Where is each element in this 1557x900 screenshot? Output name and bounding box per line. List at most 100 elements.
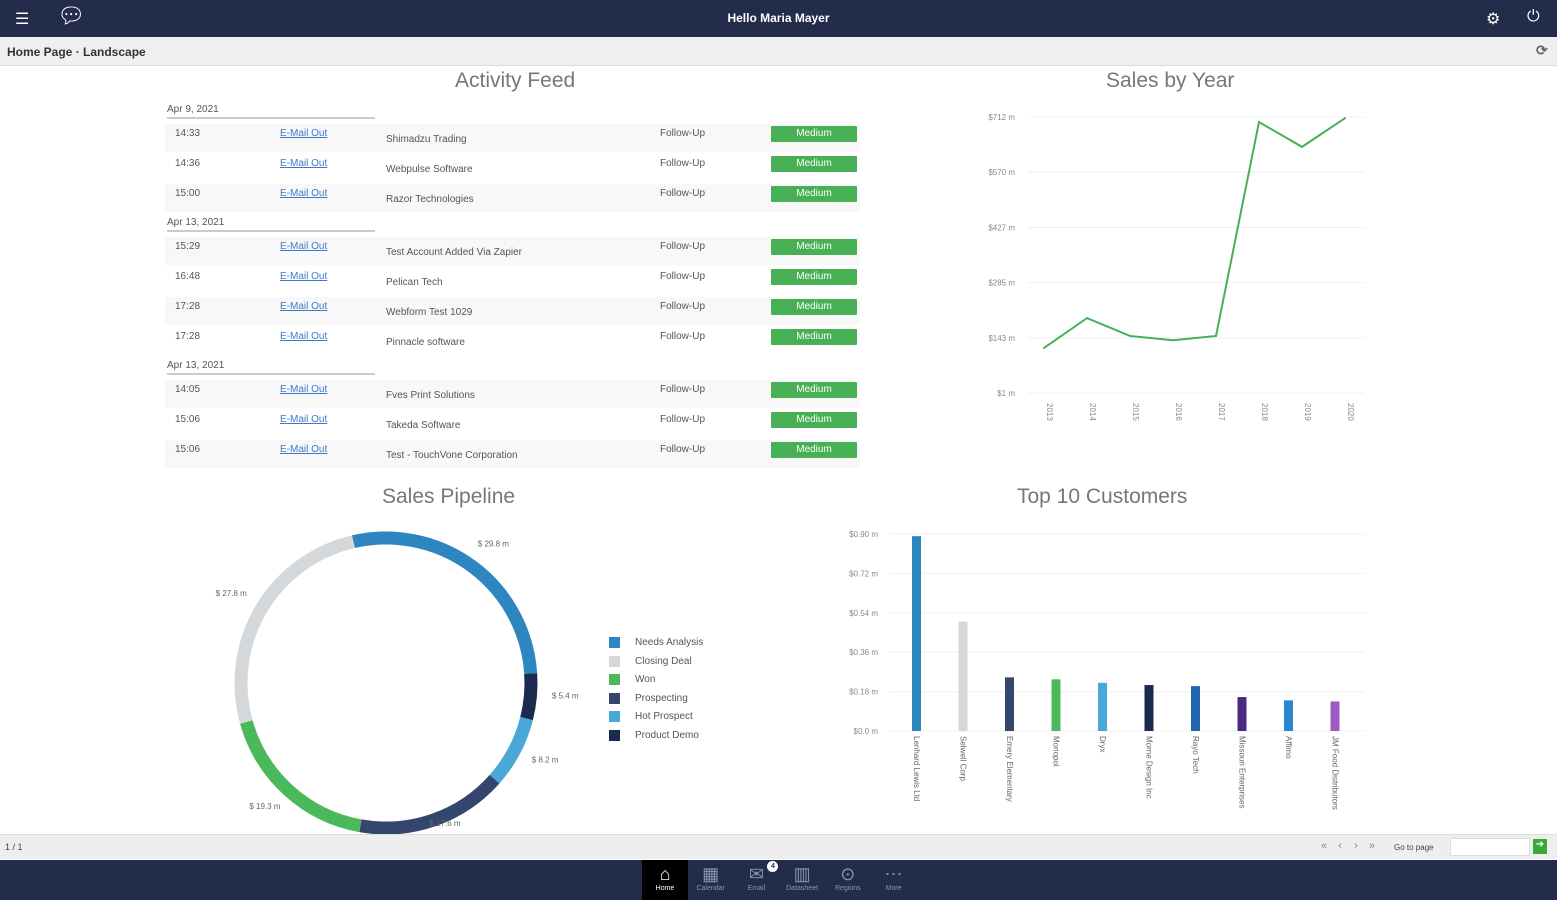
data-point	[1258, 121, 1260, 124]
nav-label: Email	[747, 885, 766, 892]
feed-time: 14:05	[175, 384, 201, 395]
legend-swatch	[609, 730, 620, 741]
x-tick-label: 2017	[1217, 403, 1226, 421]
feed-company: Webform Test 1029	[386, 307, 473, 318]
priority-badge: Medium	[771, 239, 857, 255]
feed-row[interactable]: 17:28 E-Mail Out Pinnacle software Follo…	[165, 327, 860, 355]
feed-type-link[interactable]: E-Mail Out	[280, 331, 328, 342]
feed-row[interactable]: 15:06 E-Mail Out Test - TouchVone Corpor…	[165, 440, 860, 468]
nav-more[interactable]: ⋯ More	[871, 860, 917, 900]
priority-badge: Medium	[771, 299, 857, 315]
feed-row[interactable]: 15:06 E-Mail Out Takeda Software Follow-…	[165, 410, 860, 438]
slice-label: $ 8.2 m	[532, 755, 559, 764]
last-page-button[interactable]: »	[1368, 840, 1376, 852]
feed-row[interactable]: 14:33 E-Mail Out Shimadzu Trading Follow…	[165, 124, 860, 152]
feed-type-link[interactable]: E-Mail Out	[280, 241, 328, 252]
feed-time: 15:00	[175, 188, 201, 199]
legend-item: Won	[609, 674, 655, 685]
bar	[958, 621, 968, 731]
grid-icon: ▥	[793, 864, 811, 884]
feed-action: Follow-Up	[660, 241, 706, 252]
data-point	[1172, 339, 1174, 342]
nav-label: Calendar	[696, 885, 725, 892]
home-icon: ⌂	[659, 864, 671, 884]
goto-page-input[interactable]	[1450, 838, 1530, 856]
data-point	[1301, 145, 1303, 148]
feed-time: 17:28	[175, 301, 201, 312]
feed-row[interactable]: 15:00 E-Mail Out Razor Technologies Foll…	[165, 184, 860, 212]
y-tick-label: $1 m	[997, 389, 1015, 398]
priority-badge: Medium	[771, 329, 857, 345]
feed-time: 15:06	[175, 444, 201, 455]
prev-page-button[interactable]: ‹	[1338, 840, 1342, 852]
feed-time: 15:29	[175, 241, 201, 252]
feed-type-link[interactable]: E-Mail Out	[280, 301, 328, 312]
hamburger-icon[interactable]: ☰	[15, 11, 30, 28]
feed-time: 14:36	[175, 158, 201, 169]
legend-swatch	[609, 655, 620, 667]
y-tick-label: $712 m	[988, 113, 1015, 122]
more-icon: ⋯	[884, 864, 903, 884]
x-tick-label: Affimo	[1284, 736, 1293, 759]
nav-label: Datasheet	[786, 885, 819, 892]
x-tick-label: Rayo Tech	[1191, 736, 1200, 774]
x-tick-label: 2015	[1131, 403, 1140, 421]
x-tick-label: 2014	[1088, 403, 1097, 421]
pie-slice	[234, 535, 355, 724]
feed-time: 14:33	[175, 128, 201, 139]
legend-label: Closing Deal	[635, 655, 692, 667]
feed-row[interactable]: 14:36 E-Mail Out Webpulse Software Follo…	[165, 154, 860, 182]
feed-time: 15:06	[175, 414, 201, 425]
breadcrumb: Home Page · Landscape ⟳	[0, 37, 1557, 66]
y-tick-label: $0.18 m	[849, 688, 878, 697]
legend-label: Product Demo	[635, 730, 699, 742]
feed-row[interactable]: 17:28 E-Mail Out Webform Test 1029 Follo…	[165, 297, 860, 325]
go-button[interactable]: ➔	[1533, 839, 1547, 854]
feed-action: Follow-Up	[660, 271, 706, 282]
nav-home[interactable]: ⌂ Home	[642, 860, 688, 900]
nav-calendar[interactable]: ▦ Calendar	[688, 860, 734, 900]
feed-action: Follow-Up	[660, 301, 706, 312]
feed-company: Test - TouchVone Corporation	[386, 450, 518, 461]
x-tick-label: Selwell Corp	[959, 736, 968, 781]
y-tick-label: $0.36 m	[849, 648, 878, 657]
feed-row[interactable]: 14:05 E-Mail Out Fves Print Solutions Fo…	[165, 380, 860, 408]
priority-badge: Medium	[771, 126, 857, 142]
feed-type-link[interactable]: E-Mail Out	[280, 158, 328, 169]
nav-label: More	[885, 885, 902, 892]
feed-company: Pinnacle software	[386, 337, 465, 348]
legend-swatch	[609, 674, 620, 686]
sales-by-year-title: Sales by Year	[1106, 69, 1235, 92]
feed-type-link[interactable]: E-Mail Out	[280, 188, 328, 199]
top-customers-title: Top 10 Customers	[1017, 485, 1188, 508]
next-page-button[interactable]: ›	[1354, 840, 1358, 852]
feed-type-link[interactable]: E-Mail Out	[280, 384, 328, 395]
data-point	[1129, 334, 1131, 337]
refresh-icon[interactable]: ⟳	[1536, 42, 1548, 58]
feed-type-link[interactable]: E-Mail Out	[280, 444, 328, 455]
feed-date: Apr 13, 2021	[167, 217, 375, 232]
power-icon[interactable]: ⏻	[1527, 8, 1540, 25]
feed-type-link[interactable]: E-Mail Out	[280, 414, 328, 425]
feed-row[interactable]: 16:48 E-Mail Out Pelican Tech Follow-Up …	[165, 267, 860, 295]
priority-badge: Medium	[771, 442, 857, 458]
feed-row[interactable]: 15:29 E-Mail Out Test Account Added Via …	[165, 237, 860, 265]
feed-date: Apr 9, 2021	[167, 104, 375, 119]
x-tick-label: Emery Elementary	[1005, 736, 1014, 802]
priority-badge: Medium	[771, 269, 857, 285]
y-tick-label: $0.54 m	[849, 609, 878, 618]
first-page-button[interactable]: «	[1320, 840, 1328, 852]
legend-swatch	[609, 692, 620, 704]
nav-regions[interactable]: ⊙ Regions	[825, 860, 871, 900]
gear-icon[interactable]: ⚙	[1486, 11, 1501, 28]
legend-swatch	[609, 711, 620, 723]
feed-type-link[interactable]: E-Mail Out	[280, 128, 328, 139]
email-badge: 4	[767, 861, 779, 872]
nav-datasheet[interactable]: ▥ Datasheet	[779, 860, 825, 900]
feed-type-link[interactable]: E-Mail Out	[280, 271, 328, 282]
y-tick-label: $427 m	[988, 223, 1015, 232]
bar	[1237, 697, 1247, 731]
feed-action: Follow-Up	[660, 188, 706, 199]
nav-email[interactable]: ✉ Email 4	[733, 860, 779, 900]
x-tick-label: Morne Design Inc	[1145, 736, 1154, 799]
